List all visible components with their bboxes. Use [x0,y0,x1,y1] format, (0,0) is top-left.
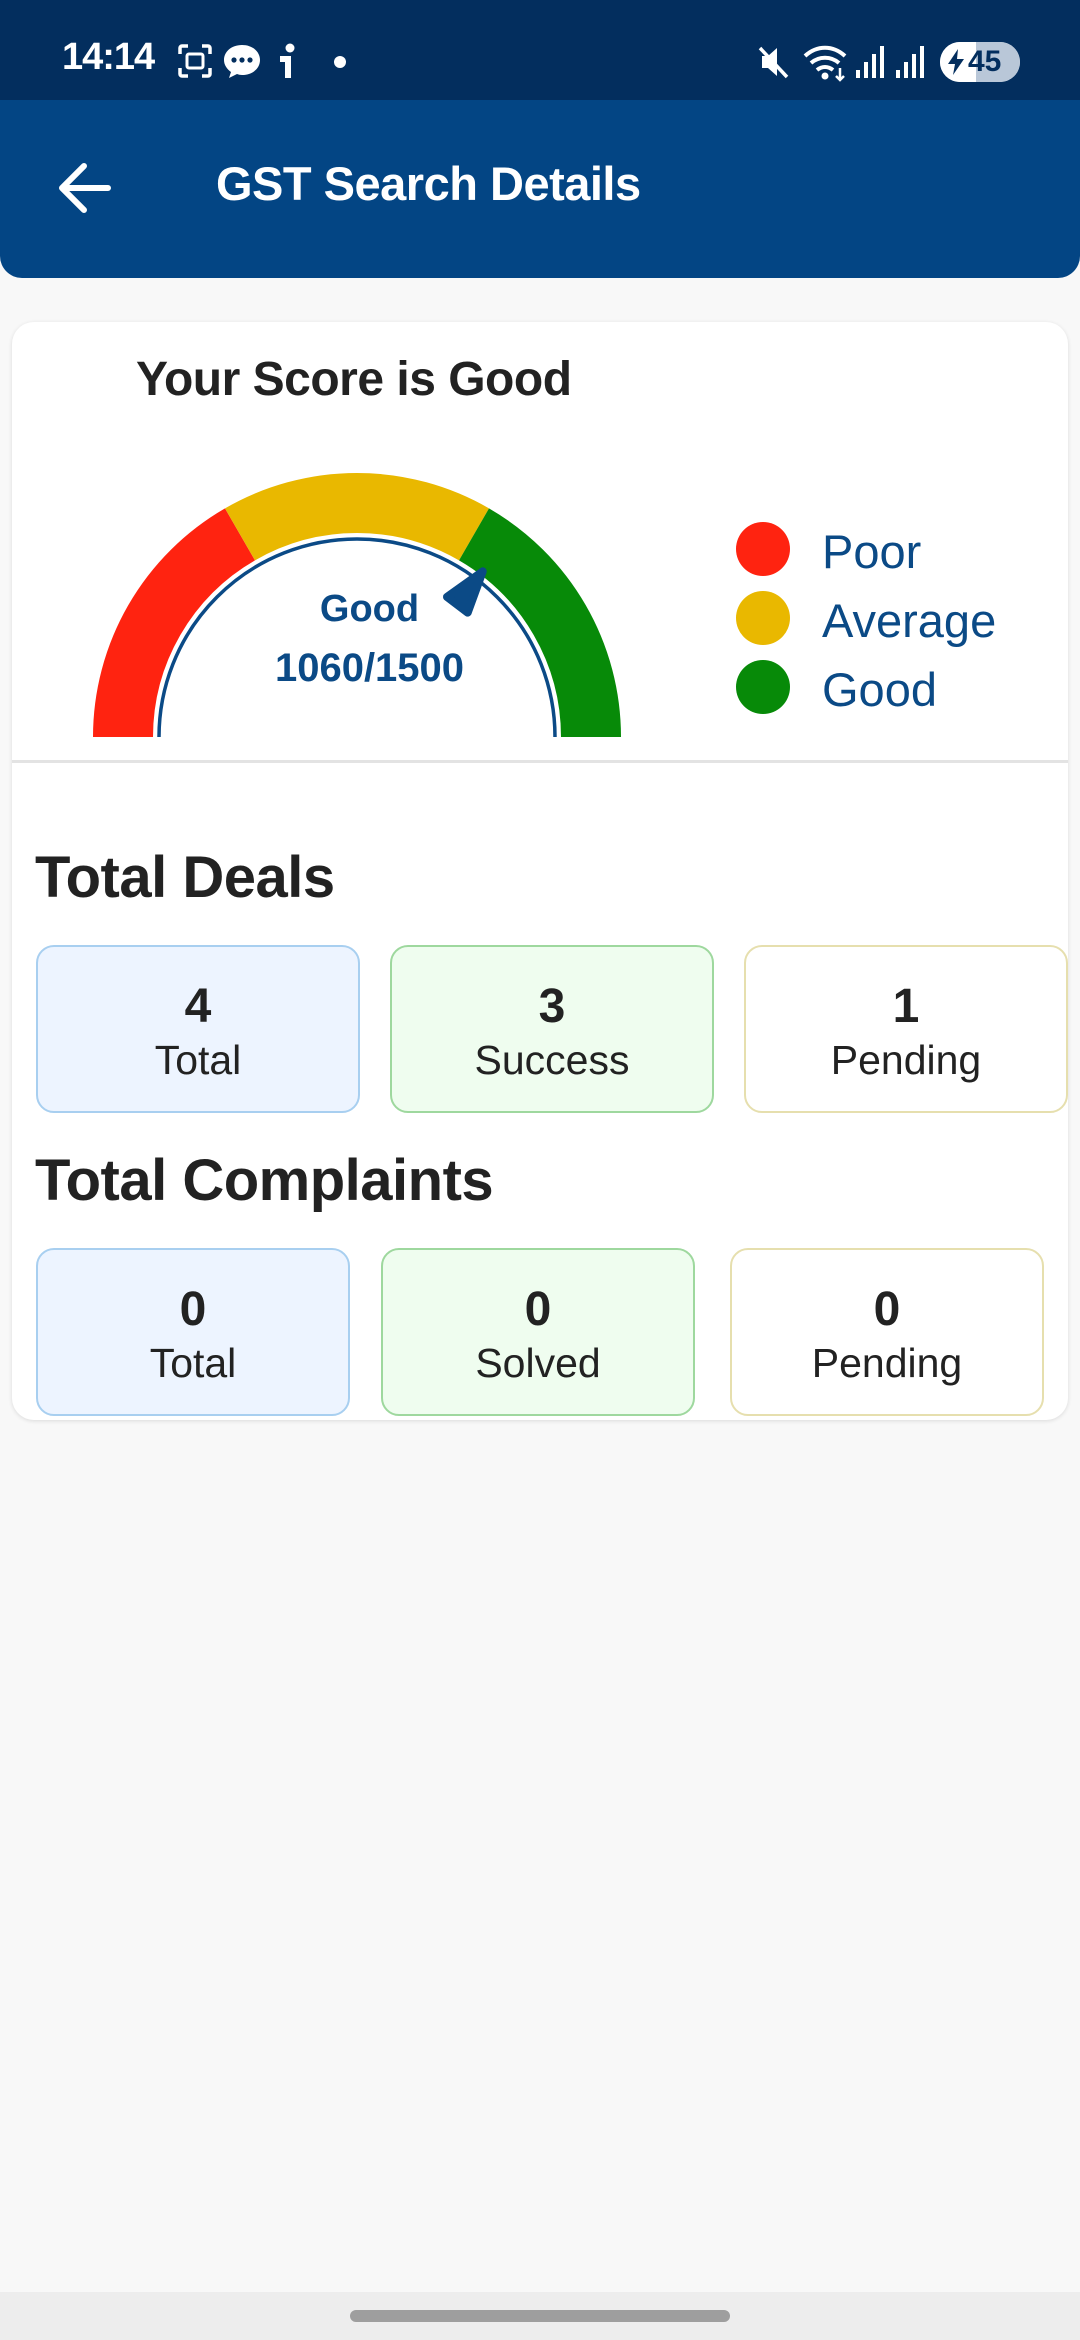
divider [12,760,1068,763]
stat-value: 1 [892,980,920,1033]
stat-value: 4 [184,980,212,1033]
legend-label: Poor [822,525,922,578]
app-bar: GST Search Details [0,100,1080,278]
deals-total-box[interactable]: 4 Total [36,945,360,1113]
screenshot-icon [178,44,212,78]
stat-label: Pending [830,1037,982,1083]
gauge-status: Good [319,588,420,630]
back-button[interactable] [52,152,124,224]
section-title-complaints: Total Complaints [35,1148,494,1213]
gauge-value: 1060/1500 [274,646,465,690]
status-time: 14:14 [62,36,155,78]
arrow-left-icon [59,163,111,213]
page-title: GST Search Details [216,157,641,210]
score-title: Your Score is Good [136,353,572,406]
stat-label: Solved [475,1340,601,1386]
score-gauge [93,473,621,738]
status-bar: 14:14 [0,0,1080,100]
gauge-segment-average [225,473,489,561]
stat-label: Pending [811,1340,963,1386]
legend-dot-good [736,660,790,714]
stat-label: Success [474,1037,630,1083]
battery-charging-icon: 45 [940,42,1020,82]
chat-icon [224,45,260,78]
gauge-segment-good [458,508,621,738]
info-icon [280,43,295,78]
legend-label: Good [822,663,937,716]
wifi-icon [803,45,847,82]
battery-level: 45 [968,45,1002,78]
stat-value: 0 [873,1283,901,1336]
stat-value: 3 [538,980,566,1033]
legend-dot-poor [736,522,790,576]
gauge-inner-arc [157,537,557,738]
section-title-deals: Total Deals [35,845,335,910]
complaints-solved-box[interactable]: 0 Solved [381,1248,695,1416]
mute-icon [758,46,789,79]
gauge-needle [443,567,487,617]
score-card: Your Score is Good Good 1060/1500 Poor A… [12,322,1068,1420]
complaints-pending-box[interactable]: 0 Pending [730,1248,1044,1416]
deals-pending-box[interactable]: 1 Pending [744,945,1068,1113]
legend-dot-average [736,591,790,645]
stat-value: 0 [179,1283,207,1336]
complaints-total-box[interactable]: 0 Total [36,1248,350,1416]
signal-icon [896,46,924,78]
stat-value: 0 [524,1283,552,1336]
signal-icon [856,46,884,78]
deals-success-box[interactable]: 3 Success [390,945,714,1113]
stat-label: Total [154,1037,242,1083]
stat-label: Total [149,1340,237,1386]
dot-icon [334,56,346,68]
gauge-segment-poor [93,508,256,738]
home-indicator[interactable] [350,2310,730,2322]
legend-label: Average [822,594,997,647]
